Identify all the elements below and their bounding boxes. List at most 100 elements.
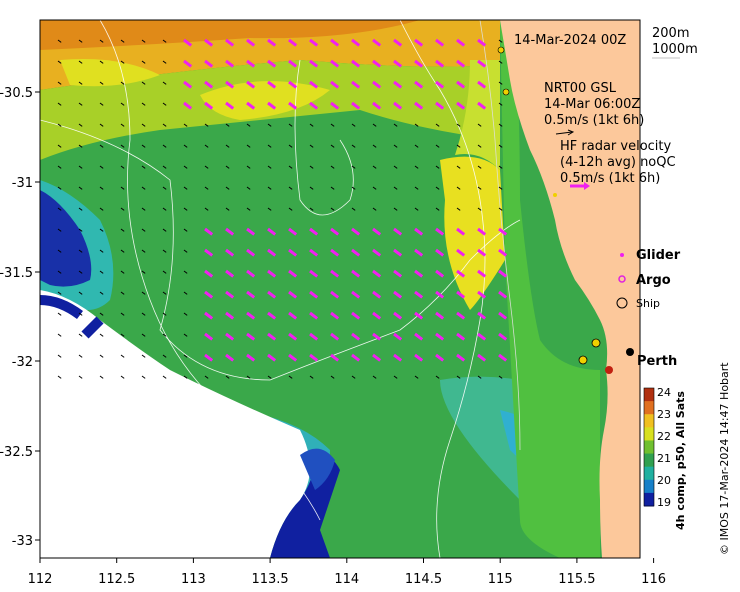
vector-glyph	[162, 291, 167, 295]
vector-glyph	[183, 375, 188, 379]
vector-glyph	[57, 228, 62, 232]
x-tick-label: 116	[641, 572, 666, 587]
vector-glyph	[309, 311, 319, 320]
y-tick-label: -33	[12, 534, 33, 549]
vector-glyph	[141, 354, 146, 358]
plot-frame	[39, 19, 641, 559]
date-label: 14-Mar-2024 00Z	[514, 33, 626, 48]
vector-glyph	[456, 59, 466, 68]
vector-glyph	[372, 186, 377, 190]
vector-glyph	[267, 375, 272, 379]
credit-text: © IMOS 17-Mar-2024 14:47 Hobart	[718, 362, 731, 555]
vector-glyph	[393, 101, 403, 110]
x-tick-label: 115	[488, 572, 513, 587]
vector-glyph	[162, 102, 167, 106]
vector-glyph	[372, 101, 382, 110]
vector-glyph	[477, 144, 482, 148]
vector-glyph	[120, 123, 125, 127]
vector-glyph	[393, 123, 398, 127]
vector-glyph	[246, 290, 256, 299]
vector-glyph	[267, 101, 277, 110]
vector-glyph	[372, 290, 382, 299]
vector-glyph	[477, 165, 482, 169]
vector-glyph	[183, 38, 193, 47]
argo-marker	[497, 46, 505, 54]
vector-glyph	[288, 80, 298, 89]
vector-glyph	[477, 248, 487, 257]
vector-glyph	[78, 144, 83, 148]
ship-legend-marker	[616, 297, 628, 309]
vector-glyph	[267, 353, 277, 362]
vector-glyph	[57, 102, 62, 106]
vector-glyph	[477, 311, 487, 320]
vector-glyph	[141, 60, 146, 64]
vector-glyph	[204, 207, 209, 211]
vector-glyph	[120, 375, 125, 379]
vector-glyph	[372, 165, 377, 169]
vector-glyph	[330, 375, 335, 379]
vector-glyph	[183, 333, 188, 337]
vector-glyph	[162, 375, 167, 379]
ship-marker	[578, 355, 588, 365]
vector-glyph	[309, 353, 319, 362]
vector-glyph	[78, 186, 83, 190]
vector-glyph	[330, 101, 340, 110]
ship-marker	[605, 366, 613, 374]
vector-glyph	[414, 123, 419, 127]
vector-glyph	[498, 144, 503, 148]
vector-glyph	[99, 207, 104, 211]
vector-glyph	[267, 59, 277, 68]
vector-glyph	[372, 353, 382, 362]
vector-glyph	[435, 123, 440, 127]
model-label-name: NRT00 GSL	[544, 81, 617, 96]
vector-glyph	[99, 312, 104, 316]
vector-glyph	[183, 59, 193, 68]
x-tick-label: 115.5	[558, 572, 595, 587]
colorbar-swatch	[644, 401, 654, 415]
vector-glyph	[309, 38, 319, 47]
vector-glyph	[351, 375, 356, 379]
vector-glyph	[351, 59, 361, 68]
vector-glyph	[330, 123, 335, 127]
vector-glyph	[183, 80, 193, 89]
vector-glyph	[414, 165, 419, 169]
argo-marker	[553, 193, 557, 197]
vector-glyph	[162, 249, 167, 253]
vector-glyph	[393, 207, 398, 211]
y-tick-label: -31	[12, 176, 33, 191]
vector-glyph	[99, 102, 104, 106]
vector-glyph	[78, 228, 83, 232]
vector-glyph	[477, 186, 482, 190]
vector-glyph	[78, 123, 83, 127]
model-scale-arrow	[555, 131, 573, 135]
vector-glyph	[120, 39, 125, 43]
vector-glyph	[309, 101, 319, 110]
vector-glyph	[183, 186, 188, 190]
vector-glyph	[435, 59, 445, 68]
vector-glyph	[120, 270, 125, 274]
vector-glyph	[372, 38, 382, 47]
vector-glyph	[225, 311, 235, 320]
vector-glyph	[351, 353, 361, 362]
vector-glyph	[288, 269, 298, 278]
sst-field	[40, 20, 640, 558]
vector-glyph	[162, 123, 167, 127]
ship-legend-label: Ship	[636, 297, 660, 310]
vector-glyph	[246, 227, 256, 236]
vector-glyph	[183, 207, 188, 211]
vector-glyph	[393, 80, 403, 89]
vector-glyph	[267, 144, 272, 148]
vector-glyph	[414, 59, 424, 68]
vector-glyph	[162, 228, 167, 232]
vector-glyph	[267, 248, 277, 257]
x-tick-label: 114	[334, 572, 359, 587]
colorbar-label: 24	[657, 386, 671, 399]
vector-glyph	[498, 353, 508, 362]
vector-glyph	[78, 39, 83, 43]
vector-glyph	[162, 207, 167, 211]
vector-glyph	[225, 353, 235, 362]
vector-glyph	[99, 249, 104, 253]
vector-glyph	[435, 80, 445, 89]
vector-glyph	[456, 207, 461, 211]
vector-glyph	[78, 207, 83, 211]
